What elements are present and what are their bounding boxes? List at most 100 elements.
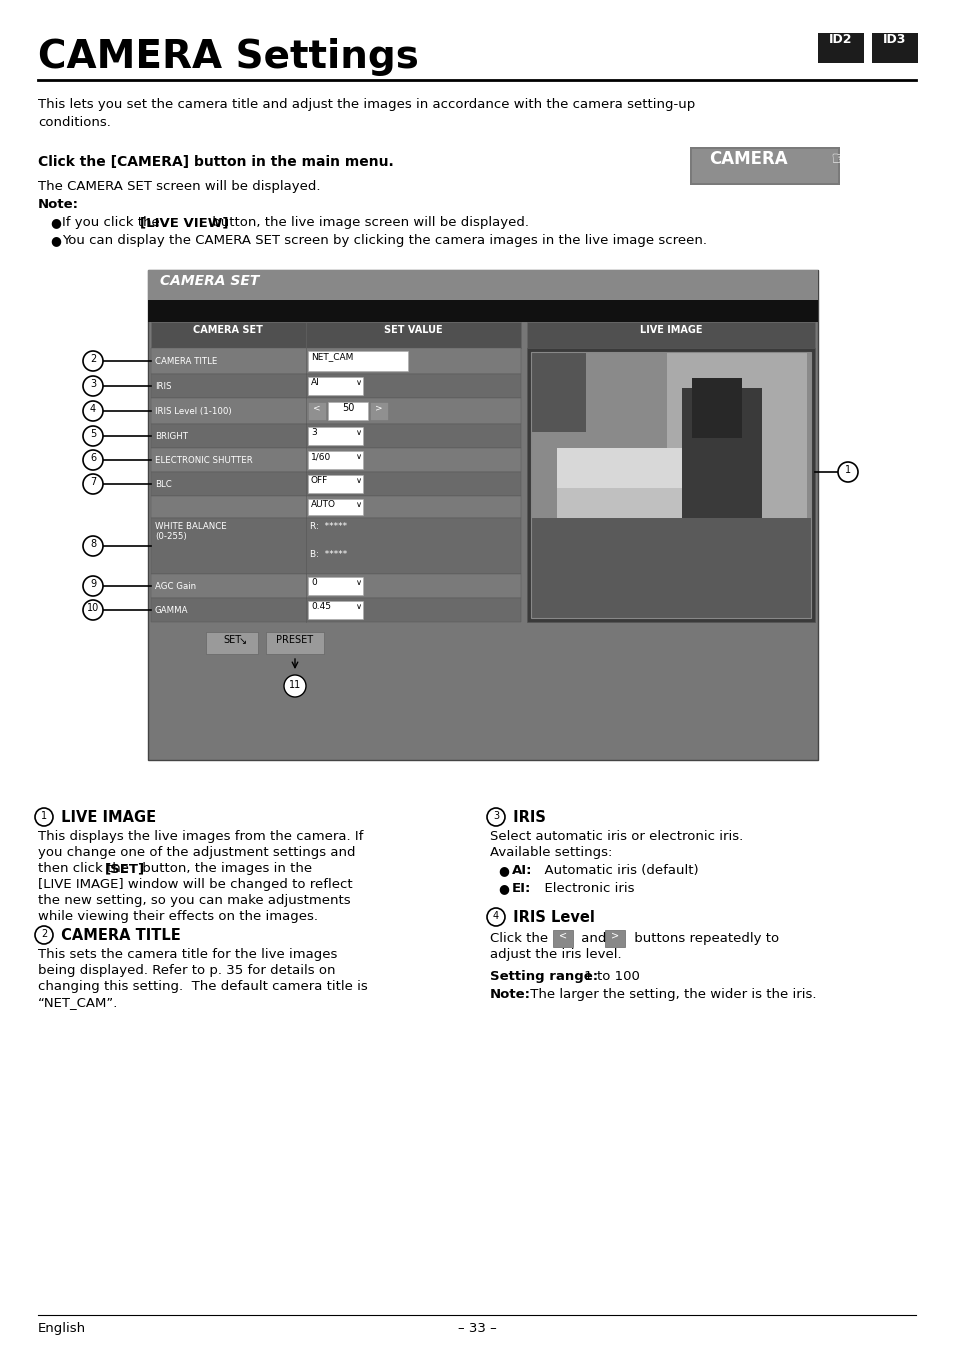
Bar: [531, 352, 810, 618]
Bar: [151, 496, 520, 518]
Circle shape: [486, 909, 504, 926]
Circle shape: [83, 600, 103, 621]
Text: 9: 9: [90, 579, 96, 589]
Text: 6: 6: [90, 453, 96, 462]
Text: CAMERA SET: CAMERA SET: [193, 324, 263, 335]
Text: IRIS Level (1-100): IRIS Level (1-100): [154, 407, 232, 416]
Circle shape: [284, 675, 306, 698]
Bar: [206, 631, 257, 654]
Text: CAMERA TITLE: CAMERA TITLE: [56, 927, 180, 942]
Text: ☞: ☞: [829, 150, 846, 169]
Bar: [151, 397, 520, 425]
Text: – 33 –: – 33 –: [457, 1322, 496, 1334]
Text: PRESET: PRESET: [276, 635, 314, 645]
Text: Click the [CAMERA] button in the main menu.: Click the [CAMERA] button in the main me…: [38, 155, 394, 169]
Circle shape: [83, 535, 103, 556]
Text: ●: ●: [50, 216, 61, 228]
Text: This sets the camera title for the live images: This sets the camera title for the live …: [38, 948, 337, 961]
Text: Electronic iris: Electronic iris: [536, 882, 634, 895]
Text: ∨: ∨: [355, 500, 362, 508]
Text: B:  *****: B: *****: [310, 550, 347, 558]
Text: >: >: [610, 932, 618, 941]
Text: the new setting, so you can make adjustments: the new setting, so you can make adjustm…: [38, 894, 351, 907]
Text: ∨: ∨: [355, 476, 362, 485]
Text: (0-255): (0-255): [154, 531, 187, 541]
Text: ∨: ∨: [355, 602, 362, 611]
Bar: [308, 427, 363, 445]
Bar: [666, 352, 806, 618]
Text: adjust the iris level.: adjust the iris level.: [490, 948, 621, 961]
Bar: [531, 352, 810, 618]
Text: LIVE IMAGE: LIVE IMAGE: [56, 810, 156, 825]
Text: IRIS: IRIS: [507, 810, 545, 825]
Bar: [151, 425, 520, 448]
Circle shape: [83, 576, 103, 596]
Text: Click the: Click the: [490, 932, 548, 945]
Text: If you click the: If you click the: [62, 216, 164, 228]
Bar: [691, 149, 837, 183]
Text: English: English: [38, 1322, 86, 1334]
Bar: [557, 488, 737, 529]
Bar: [526, 347, 814, 622]
Circle shape: [83, 376, 103, 396]
Text: Setting range:: Setting range:: [490, 969, 598, 983]
Text: 2: 2: [90, 354, 96, 364]
Text: 3: 3: [311, 429, 316, 437]
Bar: [148, 270, 817, 760]
Circle shape: [35, 808, 53, 826]
Text: 1 to 100: 1 to 100: [579, 969, 639, 983]
Text: This lets you set the camera title and adjust the images in accordance with the : This lets you set the camera title and a…: [38, 97, 695, 111]
Text: 3: 3: [493, 811, 498, 821]
Text: ID3: ID3: [882, 32, 905, 46]
Bar: [266, 631, 324, 654]
Text: Note:: Note:: [490, 988, 531, 1000]
Circle shape: [83, 402, 103, 420]
Text: AGC Gain: AGC Gain: [154, 581, 196, 591]
Circle shape: [83, 475, 103, 493]
Circle shape: [837, 462, 857, 483]
Bar: [151, 347, 520, 375]
Bar: [328, 402, 368, 420]
Bar: [151, 472, 520, 496]
Bar: [370, 402, 388, 420]
Text: ●: ●: [497, 882, 508, 895]
Text: AUTO: AUTO: [311, 500, 335, 508]
Bar: [871, 32, 917, 64]
Text: 10: 10: [87, 603, 99, 612]
Bar: [817, 32, 863, 64]
Text: then click the: then click the: [38, 863, 133, 875]
Text: conditions.: conditions.: [38, 116, 111, 128]
Text: CAMERA SET: CAMERA SET: [160, 274, 259, 288]
Bar: [151, 518, 520, 575]
Text: AI: AI: [311, 379, 319, 387]
Bar: [308, 475, 363, 493]
Bar: [151, 322, 520, 347]
Bar: [689, 147, 840, 185]
Text: SET: SET: [223, 635, 241, 645]
Text: <: <: [558, 932, 566, 941]
Text: being displayed. Refer to p. 35 for details on: being displayed. Refer to p. 35 for deta…: [38, 964, 335, 977]
Text: 4: 4: [493, 911, 498, 921]
Text: [SET]: [SET]: [105, 863, 145, 875]
Bar: [553, 930, 573, 946]
Text: WHITE BALANCE: WHITE BALANCE: [154, 522, 227, 531]
Bar: [151, 575, 520, 598]
Text: while viewing their effects on the images.: while viewing their effects on the image…: [38, 910, 317, 923]
Text: CAMERA: CAMERA: [708, 150, 786, 168]
Text: 1/60: 1/60: [311, 452, 331, 461]
Circle shape: [486, 808, 504, 826]
Text: ●: ●: [50, 234, 61, 247]
Text: “NET_CAM”.: “NET_CAM”.: [38, 996, 118, 1009]
Text: <: <: [313, 403, 320, 412]
Text: [LIVE VIEW]: [LIVE VIEW]: [140, 216, 229, 228]
Bar: [308, 499, 363, 515]
Text: GAMMA: GAMMA: [154, 606, 189, 615]
Text: IRIS: IRIS: [154, 383, 172, 391]
Text: BRIGHT: BRIGHT: [154, 433, 188, 441]
Bar: [557, 448, 737, 529]
Text: ↘: ↘: [239, 635, 247, 646]
Text: ∨: ∨: [355, 379, 362, 387]
Circle shape: [83, 450, 103, 470]
Text: buttons repeatedly to: buttons repeatedly to: [629, 932, 779, 945]
Text: NET_CAM: NET_CAM: [311, 352, 353, 361]
